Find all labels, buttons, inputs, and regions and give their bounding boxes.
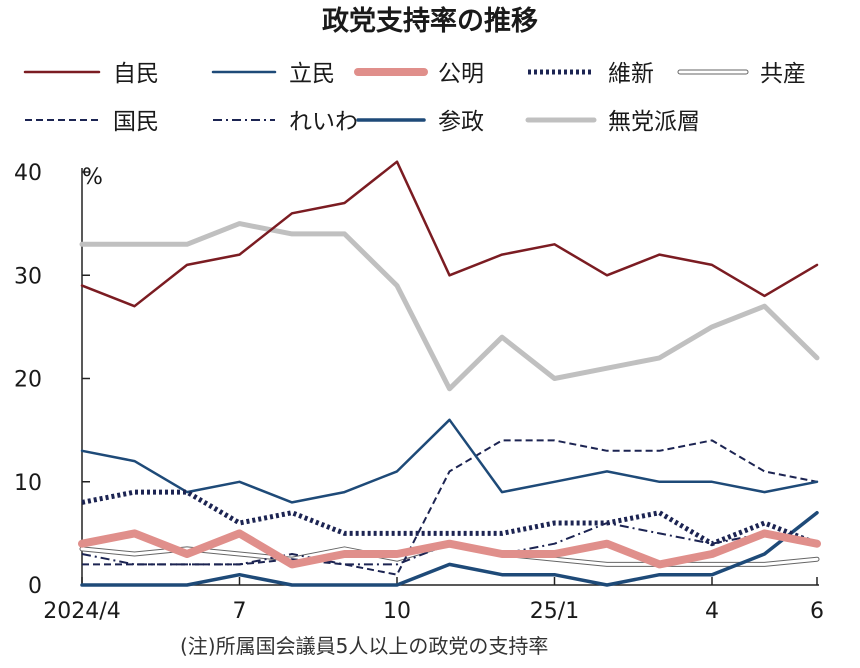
legend-label: 共産 [760,61,806,87]
series-line [79,221,820,392]
series-line [80,418,819,504]
y-tick-label: 20 [14,368,42,393]
legend-item-無党派層: 無党派層 [525,109,700,135]
chart-title: 政党支持率の推移 [322,5,538,37]
y-tick-label: 30 [14,264,42,289]
legend-label: 立民 [289,61,335,87]
legend-item-国民: 国民 [25,109,159,135]
x-tick-label: 4 [705,599,719,624]
series-維新 [81,489,818,547]
y-tick-label: 10 [14,471,42,496]
series-参政 [80,510,819,587]
x-tick-label: 2024/4 [43,599,120,624]
legend-item-共産: 共産 [677,61,806,87]
y-tick-label: 40 [14,161,42,186]
legend-item-自民: 自民 [23,61,159,87]
legend-label: れいわ [289,109,358,135]
series-自民 [80,160,819,308]
series-立民 [80,418,819,504]
series-無党派層 [79,221,820,392]
x-tick-label: 10 [383,599,411,624]
series-国民 [82,439,818,576]
series-line [82,439,818,576]
series-line [80,160,819,308]
legend-label: 参政 [438,109,484,135]
chart-note: (注)所属国会議員5人以上の政党の支持率 [180,634,548,658]
legend-item-参政: 参政 [356,109,484,135]
plot-area [78,160,821,587]
legend-label: 維新 [608,61,654,87]
series-line [81,489,818,547]
series-公明 [78,529,821,569]
legend-label: 自民 [113,61,159,87]
x-tick-label: 25/1 [530,599,579,624]
legend-item-公明: 公明 [354,61,484,87]
y-tick-label: 0 [28,574,42,599]
legend-label: 公明 [438,61,484,87]
series-line [80,510,819,587]
x-tick-label: 7 [233,599,247,624]
legend-item-維新: 維新 [528,61,654,87]
legend-item-立民: 立民 [211,61,335,87]
series-line [78,529,821,569]
legend-label: 国民 [113,109,159,135]
axes: 0 10 20 30 40 2024/4 7 10 25/1 4 6 [14,161,824,624]
x-tick-label: 6 [810,599,824,624]
legend-label: 無党派層 [608,109,700,135]
legend-item-れいわ: れいわ [213,109,358,135]
unit-label: % [82,165,103,190]
